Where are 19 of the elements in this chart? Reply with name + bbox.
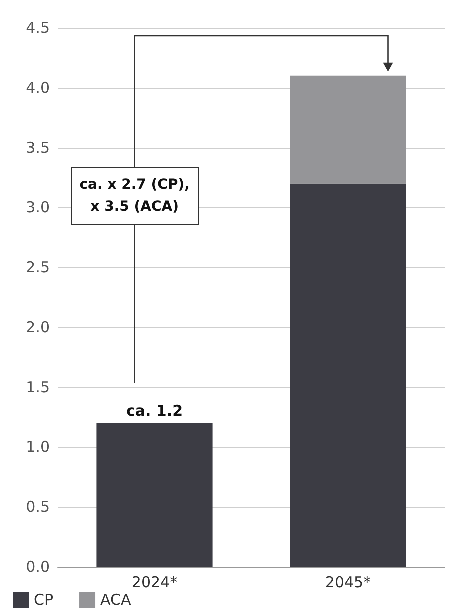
y-tick-label: 0.5: [26, 498, 50, 516]
y-tick-label: 0.0: [26, 558, 50, 576]
bar: [96, 423, 213, 567]
x-tick-label: 2045*: [325, 574, 372, 592]
y-tick-label: 2.0: [26, 318, 50, 336]
y-tick-label: 3.0: [26, 198, 50, 217]
y-tick-label: 2.5: [26, 258, 50, 277]
legend-label: CP: [34, 591, 54, 609]
bar: [290, 76, 406, 184]
legend-label: ACA: [100, 591, 132, 609]
x-tick-label: 2024*: [132, 574, 178, 592]
y-tick-label: 4.0: [26, 78, 50, 97]
bar: [290, 184, 406, 567]
annotation: ca. x 2.7 (CP), x 3.5 (ACA): [70, 166, 199, 225]
data-label: ca. 1.2: [126, 402, 184, 420]
y-tick-label: 4.5: [26, 19, 50, 37]
y-tick-label: 3.5: [26, 138, 50, 157]
y-tick-label: 1.5: [26, 378, 50, 396]
y-tick-label: 1.0: [26, 438, 50, 456]
